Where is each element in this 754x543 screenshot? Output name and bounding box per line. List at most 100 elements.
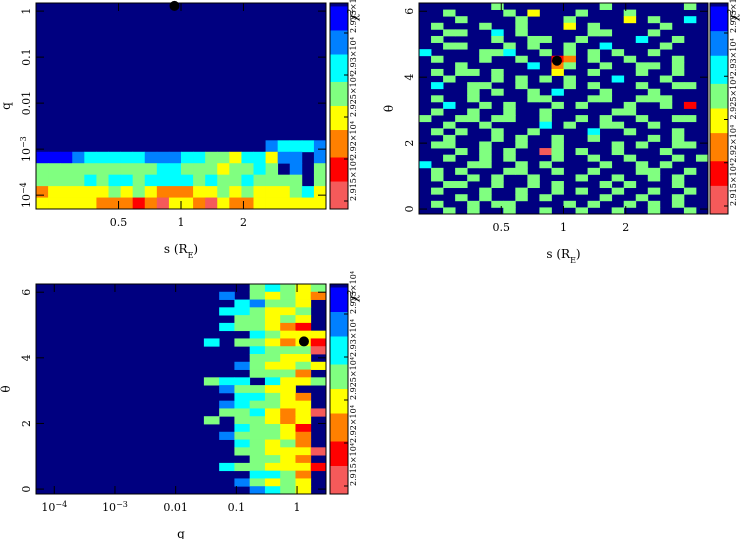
heatmap-cell [551,148,564,156]
heatmap-cell [253,151,266,164]
heatmap-cell [443,75,456,83]
heatmap-cell [455,115,468,123]
colorbar-segment [710,27,728,32]
heatmap-cell [313,163,327,176]
heatmap-cell [551,62,564,70]
colorbar-segment [330,361,348,365]
heatmap-cell [289,174,303,187]
heatmap-cell [310,330,327,339]
colorbar-segment [710,210,728,215]
heatmap-cell [503,101,516,109]
heatmap-cell [108,151,121,164]
heatmap-cell [72,3,85,15]
heatmap-cell [575,101,588,109]
heatmap-cell [203,377,220,386]
colorbar-title-s-theta: χ2 [726,9,741,21]
colorbar-segment [330,445,348,449]
colorbar-segment [330,396,348,400]
heatmap-cell [539,194,552,202]
heatmap-cell [249,486,266,495]
heatmap-cell [295,431,312,440]
heatmap-cell [313,151,327,164]
heatmap-cell [443,181,456,189]
heatmap-cell [280,284,296,293]
heatmap-cell [120,197,134,210]
heatmap-cell [599,121,613,129]
heatmap-cell [280,455,296,464]
heatmap-cell [219,400,235,409]
y-axis-label-s-theta: θ [382,105,396,112]
heatmap-cell [295,307,312,316]
heatmap-cell [48,163,61,176]
heatmap-cell [264,322,281,332]
heatmap-cell [280,330,296,339]
colorbar-segment [710,143,728,148]
colorbar-segment [330,308,348,313]
heatmap-cell [671,62,685,70]
heatmap-cell [277,14,291,27]
heatmap-cell [683,207,697,215]
heatmap-cell [48,151,61,164]
colorbar-segment [710,192,728,197]
colorbar-segment [710,161,728,166]
heatmap-cell [479,55,492,63]
heatmap-cell [479,161,492,169]
colorbar-segment [330,350,348,355]
heatmap-cell [310,408,327,417]
heatmap-cell [132,186,146,198]
colorbar-segment [710,66,728,71]
heatmap-cell [120,25,134,38]
heatmap-cell [575,207,588,215]
heatmap-cell [443,121,456,129]
heatmap-cell [527,181,540,189]
heatmap-cell [695,154,709,162]
heatmap-cell [84,197,97,210]
heatmap-cell [587,29,601,37]
heatmap-cell [659,95,673,103]
heatmap-cell [647,134,661,142]
colorbar-segment [330,37,348,42]
ticks-s-q: 0.5 1 2 1 0.1 0.01 10−3 10−4 [19,3,326,229]
colorbar-segment [710,140,728,145]
heatmap-cell [575,148,588,156]
heatmap-cell [563,75,576,83]
heatmap-cell [280,291,296,300]
heatmap-cell [264,408,281,417]
heatmap-cell [295,369,312,378]
heatmap-cell [503,108,516,116]
heatmap-cell [635,35,649,43]
colorbar-segment [330,322,348,327]
heatmap-cell [419,115,432,123]
colorbar-segment [330,431,348,435]
heatmap-cell [217,25,230,38]
heatmap-cell [479,154,492,162]
colorbar-segment [710,34,728,39]
heatmap-cell [431,187,444,195]
heatmap-cell [479,121,492,129]
colorbar-segment [330,403,348,407]
heatmap-cell [479,82,492,90]
heatmap-cell [659,161,673,169]
heatmap-cell [277,140,291,153]
colorbar-segment [710,90,728,95]
colorbar-segment [330,133,348,138]
heatmap-cell [491,75,504,83]
heatmap-cell [515,167,528,175]
heatmap-cell [280,408,296,417]
heatmap-cell [96,25,109,38]
heatmap-cell [611,174,625,182]
heatmap-cell [659,42,673,50]
y-tick-label: 10−3 [19,136,34,162]
heatmap-cell [265,163,279,176]
heatmap-cell [264,361,281,370]
heatmap-cell [249,291,266,300]
heatmap-cell [647,29,661,37]
heatmap-cell [515,75,528,83]
best-fit-marker-s-q [169,0,180,11]
heatmap-cell [491,128,504,136]
heatmap-cell [599,115,613,123]
heatmap-cell [611,121,625,129]
heatmap-cell [249,408,266,417]
colorbar-title-q-theta: χ2 [346,290,361,302]
heatmap-cell [48,174,61,187]
